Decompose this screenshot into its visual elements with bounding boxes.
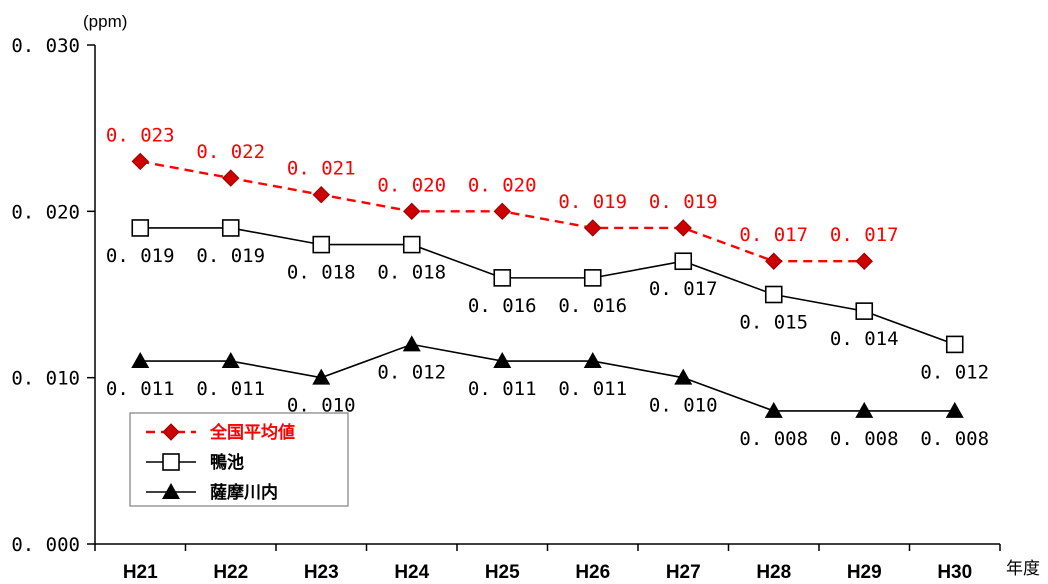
data-label: 0. 008 (739, 428, 808, 450)
data-point (131, 152, 149, 171)
data-label: 0. 008 (920, 428, 989, 450)
data-point (402, 235, 421, 254)
x-tick-label: H29 (847, 562, 882, 583)
data-point (764, 285, 783, 304)
data-label: 0. 011 (196, 378, 265, 400)
x-tick-label: H30 (937, 562, 972, 583)
series-line (140, 227, 956, 346)
series-3: 0. 011 0. 011 0. 010 0. 012 0. 011 0. 011 0. 0… (106, 335, 989, 450)
data-point (221, 352, 240, 369)
data-point (493, 269, 512, 287)
data-label: 0. 011 (106, 378, 175, 400)
data-point (945, 401, 964, 418)
legend-marker (162, 453, 180, 471)
data-point (765, 252, 783, 270)
data-label: 0. 012 (377, 361, 446, 383)
data-point (583, 352, 602, 369)
data-point (855, 302, 874, 320)
data-point (221, 219, 240, 237)
y-tick-label: 0. 010 (11, 368, 80, 390)
x-tick-label: H23 (304, 562, 339, 583)
data-point (493, 202, 511, 221)
x-tick-label: H24 (394, 562, 429, 583)
data-point (584, 219, 602, 237)
data-label: 0. 018 (287, 262, 356, 284)
y-tick-label: 0. 020 (11, 201, 80, 223)
y-tick-label: 0. 030 (11, 35, 80, 57)
data-label: 0. 019 (558, 191, 627, 213)
series-line (140, 343, 955, 412)
data-label: 0. 017 (830, 224, 899, 246)
data-label: 0. 014 (830, 328, 899, 350)
data-label: 0. 019 (106, 245, 175, 267)
data-label: 0. 022 (196, 141, 265, 163)
x-tick-label: H22 (213, 562, 248, 583)
data-point (674, 219, 692, 237)
x-axis-unit-label: 年度 (1006, 559, 1040, 578)
data-point (222, 169, 240, 187)
data-label: 0. 019 (196, 245, 265, 267)
data-point (855, 252, 873, 270)
x-tick-label: H21 (123, 562, 158, 583)
data-label: 0. 011 (468, 378, 537, 400)
x-tick-label: H26 (575, 562, 610, 583)
data-label: 0. 016 (558, 295, 627, 317)
data-label: 0. 008 (830, 428, 899, 450)
data-point (764, 401, 783, 418)
legend-marker (162, 483, 180, 499)
series-2: 0. 019 0. 019 0. 018 0. 018 0. 016 0. 016 0. 0… (106, 219, 989, 383)
x-axis-ticks: H21 H22 H23 H24 H25 H26 H27 H28 H29 H30 (94, 544, 1001, 583)
data-label: 0. 017 (739, 224, 808, 246)
data-label: 0. 010 (649, 395, 718, 417)
legend-marker (162, 423, 180, 441)
data-point (312, 185, 330, 204)
data-point (402, 335, 421, 352)
data-label: 0. 015 (739, 312, 808, 334)
data-point (312, 235, 331, 254)
data-label: 0. 019 (649, 191, 718, 213)
data-label: 0. 011 (558, 378, 627, 400)
data-label: 0. 023 (106, 124, 175, 146)
data-label: 0. 016 (468, 295, 537, 317)
data-point (674, 368, 693, 385)
legend-label: 薩摩川内 (210, 482, 278, 502)
data-point (583, 269, 602, 287)
data-point (855, 401, 874, 418)
data-label: 0. 017 (649, 278, 718, 300)
legend-item: 薩摩川内 (146, 482, 278, 502)
y-axis-unit-label: (ppm) (83, 12, 127, 31)
data-label: 0. 010 (287, 395, 356, 417)
legend-label: 鴨池 (210, 452, 244, 472)
legend-item: 全国平均値 (146, 422, 295, 442)
x-tick-label: H25 (485, 562, 520, 583)
y-tick-label: 0. 000 (11, 534, 80, 556)
legend-label: 全国平均値 (209, 422, 295, 442)
data-label: 0. 012 (920, 361, 989, 383)
series-1: 0. 023 0. 022 0. 021 0. 020 0. 020 0. 019 0. 0… (106, 124, 899, 270)
data-point (945, 335, 964, 354)
data-label: 0. 021 (287, 158, 356, 180)
data-point (674, 252, 693, 271)
data-point (312, 368, 331, 385)
x-tick-label: H27 (666, 562, 701, 583)
x-tick-label: H28 (756, 562, 791, 583)
data-point (493, 352, 512, 369)
data-label: 0. 020 (468, 174, 537, 196)
data-point (131, 352, 150, 369)
data-point (403, 202, 421, 221)
data-label: 0. 018 (377, 262, 446, 284)
data-point (131, 219, 150, 237)
data-label: 0. 020 (377, 174, 446, 196)
y-axis-ticks: 0. 000 0. 010 0. 020 0. 030 (11, 35, 95, 556)
legend-item: 鴨池 (146, 452, 244, 472)
